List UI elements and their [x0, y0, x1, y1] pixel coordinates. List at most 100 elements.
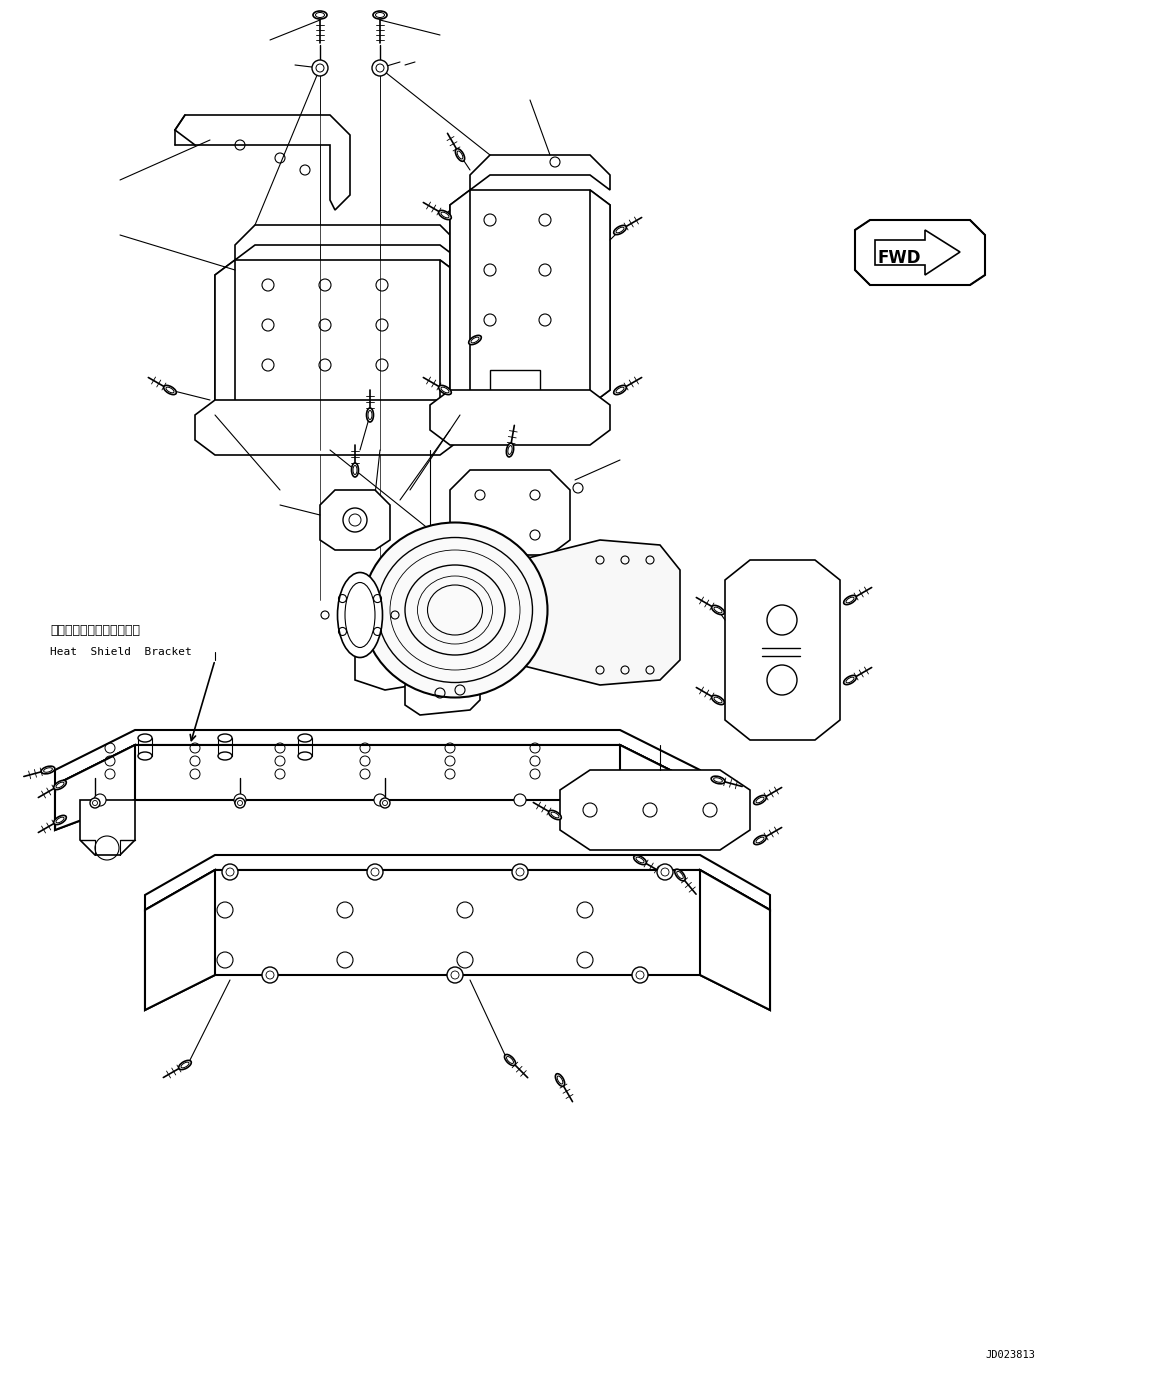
Ellipse shape [56, 782, 64, 788]
Ellipse shape [53, 815, 66, 825]
Polygon shape [561, 769, 750, 850]
Ellipse shape [843, 675, 856, 684]
Ellipse shape [56, 817, 64, 822]
Polygon shape [55, 744, 700, 829]
Circle shape [447, 967, 463, 983]
Polygon shape [405, 668, 480, 715]
Ellipse shape [469, 336, 481, 344]
Ellipse shape [754, 796, 766, 804]
Polygon shape [145, 855, 770, 910]
Ellipse shape [506, 443, 514, 457]
Ellipse shape [457, 151, 463, 159]
Ellipse shape [337, 573, 383, 658]
Polygon shape [430, 390, 611, 445]
Ellipse shape [44, 768, 52, 772]
Ellipse shape [313, 11, 327, 20]
Circle shape [512, 864, 528, 880]
Ellipse shape [712, 605, 725, 615]
Polygon shape [855, 220, 985, 284]
Polygon shape [620, 744, 700, 829]
Ellipse shape [366, 408, 373, 422]
Circle shape [514, 795, 526, 806]
Circle shape [94, 795, 106, 806]
Ellipse shape [363, 523, 548, 697]
Polygon shape [440, 261, 461, 415]
Polygon shape [174, 114, 350, 210]
Circle shape [383, 800, 387, 806]
Polygon shape [450, 470, 570, 555]
Polygon shape [450, 190, 470, 406]
Polygon shape [590, 190, 611, 406]
Ellipse shape [714, 697, 722, 703]
Circle shape [234, 795, 247, 806]
Ellipse shape [471, 337, 479, 343]
Polygon shape [490, 369, 540, 406]
Ellipse shape [614, 226, 627, 234]
Ellipse shape [138, 751, 152, 760]
Ellipse shape [551, 813, 559, 818]
Polygon shape [145, 870, 770, 1011]
Ellipse shape [456, 149, 465, 162]
Polygon shape [470, 155, 611, 190]
Ellipse shape [634, 856, 647, 864]
Polygon shape [320, 491, 390, 551]
Ellipse shape [677, 871, 684, 878]
Ellipse shape [675, 870, 685, 881]
Ellipse shape [616, 388, 625, 393]
Ellipse shape [714, 778, 722, 782]
Circle shape [312, 60, 328, 77]
Circle shape [235, 797, 245, 809]
Polygon shape [80, 800, 135, 855]
Ellipse shape [217, 735, 231, 742]
Ellipse shape [138, 735, 152, 742]
Polygon shape [145, 870, 215, 1011]
Ellipse shape [756, 797, 764, 803]
Ellipse shape [614, 385, 627, 395]
Ellipse shape [712, 696, 725, 704]
Polygon shape [480, 539, 680, 684]
Ellipse shape [438, 210, 451, 220]
Ellipse shape [549, 810, 562, 820]
Polygon shape [355, 640, 424, 690]
Ellipse shape [505, 1054, 515, 1065]
Circle shape [632, 967, 648, 983]
Text: ヒートシールドブラケット: ヒートシールドブラケット [50, 623, 140, 637]
Ellipse shape [217, 751, 231, 760]
Ellipse shape [754, 835, 766, 845]
Polygon shape [195, 400, 461, 454]
Polygon shape [215, 261, 461, 415]
Ellipse shape [373, 11, 387, 20]
Ellipse shape [368, 410, 372, 420]
Text: Heat  Shield  Bracket: Heat Shield Bracket [50, 647, 192, 657]
Ellipse shape [508, 446, 512, 454]
Circle shape [262, 967, 278, 983]
Circle shape [93, 800, 98, 806]
Circle shape [380, 797, 390, 809]
Ellipse shape [166, 388, 174, 393]
Ellipse shape [164, 385, 177, 395]
Ellipse shape [351, 463, 358, 477]
Circle shape [222, 864, 238, 880]
Ellipse shape [354, 466, 357, 474]
Ellipse shape [441, 388, 449, 393]
Polygon shape [700, 870, 770, 1011]
Circle shape [90, 797, 100, 809]
Circle shape [374, 795, 386, 806]
Circle shape [237, 800, 243, 806]
Ellipse shape [438, 385, 451, 395]
Circle shape [657, 864, 673, 880]
Ellipse shape [41, 767, 55, 774]
Ellipse shape [298, 735, 312, 742]
Ellipse shape [714, 608, 722, 613]
Polygon shape [235, 224, 461, 261]
Polygon shape [725, 560, 840, 740]
Ellipse shape [843, 595, 856, 605]
Ellipse shape [846, 677, 854, 683]
Polygon shape [215, 261, 235, 415]
Ellipse shape [616, 227, 625, 233]
Ellipse shape [298, 751, 312, 760]
Ellipse shape [756, 838, 764, 843]
Ellipse shape [53, 781, 66, 789]
Polygon shape [55, 744, 135, 829]
Ellipse shape [507, 1057, 514, 1064]
